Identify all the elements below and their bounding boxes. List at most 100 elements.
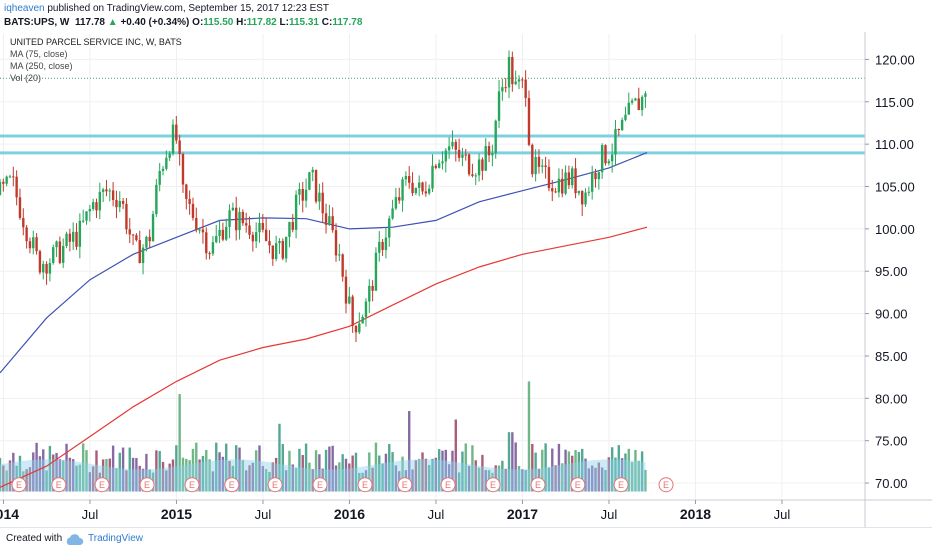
volume-bar [175, 445, 178, 492]
candle-body [597, 172, 601, 180]
volume-bar [48, 445, 52, 492]
candle-body [308, 172, 311, 190]
volume-bar [417, 458, 421, 492]
candle-body [274, 243, 278, 259]
volume-bar [45, 470, 48, 492]
volume-bar [341, 454, 344, 492]
volume-bar [481, 454, 484, 492]
volume-bar [401, 456, 404, 492]
volume-bar [251, 462, 255, 492]
earnings-marker-label: E [362, 480, 368, 490]
candle-body [158, 170, 161, 185]
candle-body [504, 87, 507, 89]
candle-body [2, 181, 5, 184]
candle-body [494, 120, 497, 154]
candle-body [561, 178, 564, 194]
candle-body [225, 226, 228, 240]
volume-bar [590, 465, 594, 492]
earnings-marker[interactable] [224, 477, 240, 493]
candle-body [62, 245, 65, 263]
candle-body [388, 218, 391, 238]
volume-bar [374, 442, 378, 492]
candle-body [394, 197, 398, 209]
candle-body [55, 241, 58, 248]
earnings-marker[interactable] [267, 477, 283, 493]
footer-bar: Created with TradingView [0, 527, 932, 551]
candle-body [334, 230, 338, 256]
earnings-marker-label: E [402, 480, 408, 490]
volume-bar [597, 462, 601, 492]
volume-bar [414, 460, 418, 492]
candle-body [165, 157, 168, 169]
open-label: O: [192, 17, 204, 28]
legend-volume[interactable]: Vol (20) [10, 73, 42, 83]
volume-bar [581, 448, 584, 492]
low-value: 115.31 [288, 17, 319, 28]
candle-body [195, 217, 198, 230]
earnings-marker[interactable] [570, 477, 586, 493]
volume-bar [261, 466, 265, 492]
legend-ma75[interactable]: MA (75, close) [10, 49, 68, 59]
earnings-marker[interactable] [357, 477, 373, 493]
legend-symbol: UNITED PARCEL SERVICE INC, W, BATS [10, 37, 182, 47]
volume-bar [145, 453, 148, 492]
candle-body [398, 197, 401, 201]
earnings-marker[interactable] [312, 477, 328, 493]
earnings-marker[interactable] [440, 477, 456, 493]
candle-body [338, 254, 341, 256]
candle-body [417, 182, 421, 188]
candle-body [630, 100, 634, 103]
volume-bar [284, 470, 288, 492]
candle-body [557, 178, 561, 193]
volume-bar [381, 463, 384, 492]
x-tick-label: Jul [82, 507, 99, 522]
earnings-marker[interactable] [94, 477, 110, 493]
volume-bar [328, 446, 331, 492]
candle-body [284, 236, 288, 259]
volume-bar [168, 463, 171, 492]
earnings-marker[interactable] [51, 477, 67, 493]
candle-body [348, 296, 351, 304]
volume-bar [18, 455, 22, 492]
candle-body [464, 154, 467, 156]
volume-bar [71, 459, 75, 492]
earnings-marker[interactable] [485, 477, 501, 493]
earnings-marker[interactable] [184, 477, 200, 493]
legend-ma250[interactable]: MA (250, close) [10, 61, 73, 71]
volume-bar [95, 450, 98, 492]
earnings-marker[interactable] [658, 477, 674, 493]
earnings-marker[interactable] [397, 477, 413, 493]
candle-body [78, 220, 82, 247]
candle-body [248, 225, 251, 235]
volume-bar [248, 465, 251, 492]
candle-body [364, 301, 368, 317]
candle-body [401, 179, 404, 201]
volume-bar [91, 466, 95, 492]
volume-bar [158, 451, 161, 492]
volume-bar [274, 457, 278, 492]
tradingview-link[interactable]: TradingView [88, 533, 144, 544]
volume-bar [497, 465, 501, 492]
earnings-marker[interactable] [11, 477, 27, 493]
candle-body [497, 91, 501, 121]
earnings-marker[interactable] [613, 477, 629, 493]
candle-body [351, 296, 354, 326]
author-link[interactable]: iqheaven [4, 3, 45, 14]
candle-body [321, 192, 324, 214]
candle-body [101, 189, 105, 192]
candle-body [477, 159, 481, 176]
volume-bar [211, 471, 215, 492]
earnings-marker[interactable] [139, 477, 155, 493]
volume-bar [155, 450, 158, 492]
candle-body [354, 325, 358, 333]
volume-bar [334, 465, 338, 492]
x-tick-label: 2015 [161, 506, 192, 522]
candle-body [391, 208, 394, 219]
volume-bar [208, 459, 211, 492]
volume-bar [38, 456, 42, 492]
y-tick-label: 105.00 [875, 180, 915, 195]
earnings-marker[interactable] [530, 477, 546, 493]
candle-body [18, 197, 22, 218]
